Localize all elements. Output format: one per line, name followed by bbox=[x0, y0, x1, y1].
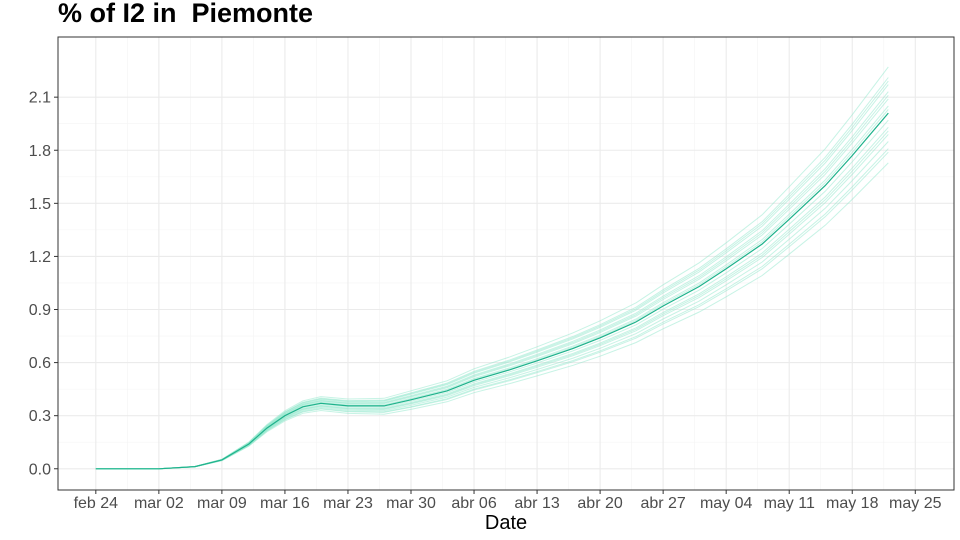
x-tick-label: abr 20 bbox=[577, 495, 622, 512]
x-tick-label: may 04 bbox=[700, 495, 753, 512]
band-line bbox=[95, 98, 889, 470]
x-tick-label: may 18 bbox=[826, 495, 879, 512]
x-tick-label: mar 09 bbox=[197, 495, 247, 512]
band-line bbox=[95, 66, 889, 470]
y-axis: 0.0 0.3 0.6 0.9 1.2 1.5 1.8 2.1 bbox=[29, 90, 58, 478]
y-tick-label: 0.0 bbox=[29, 461, 51, 478]
minor-grid bbox=[58, 37, 954, 490]
band-line bbox=[95, 84, 889, 470]
x-tick-label: mar 23 bbox=[323, 495, 373, 512]
x-tick-label: mar 16 bbox=[260, 495, 310, 512]
band-line bbox=[95, 80, 889, 470]
major-grid bbox=[58, 37, 954, 490]
band-line bbox=[95, 119, 889, 470]
main-series-group bbox=[95, 112, 889, 470]
band-line bbox=[95, 77, 889, 470]
band-line bbox=[95, 141, 889, 470]
band-line bbox=[95, 91, 889, 470]
y-tick-label: 0.3 bbox=[29, 408, 51, 425]
y-tick-label: 0.9 bbox=[29, 302, 51, 319]
x-tick-label: abr 06 bbox=[451, 495, 496, 512]
y-tick-label: 1.8 bbox=[29, 143, 51, 160]
x-axis-title: Date bbox=[485, 512, 527, 534]
main-series-line bbox=[95, 112, 889, 470]
band-line bbox=[95, 162, 889, 470]
chart-title: % of I2 in Piemonte bbox=[58, 0, 314, 28]
x-tick-label: mar 02 bbox=[134, 495, 184, 512]
band-line bbox=[95, 151, 889, 470]
band-line bbox=[95, 134, 889, 470]
x-tick-label: may 25 bbox=[889, 495, 942, 512]
x-tick-label: abr 13 bbox=[514, 495, 559, 512]
band-line bbox=[95, 148, 889, 470]
band-line bbox=[95, 109, 889, 470]
x-tick-label: may 11 bbox=[764, 495, 815, 512]
x-tick-label: abr 27 bbox=[640, 495, 685, 512]
x-axis: feb 24 mar 02 mar 09 mar 16 mar 23 mar 30 abr … bbox=[74, 490, 942, 512]
band-line bbox=[95, 130, 889, 470]
band-line bbox=[95, 105, 889, 470]
y-tick-label: 1.5 bbox=[29, 196, 51, 213]
y-tick-label: 1.2 bbox=[29, 249, 51, 266]
simulation-band-lines bbox=[95, 66, 889, 470]
y-tick-label: 0.6 bbox=[29, 355, 51, 372]
band-line bbox=[95, 94, 889, 470]
y-tick-label: 2.1 bbox=[29, 90, 51, 107]
x-tick-label: mar 30 bbox=[386, 495, 436, 512]
x-tick-label: feb 24 bbox=[74, 495, 119, 512]
band-line bbox=[95, 126, 889, 470]
plot-panel-border bbox=[57, 36, 955, 491]
